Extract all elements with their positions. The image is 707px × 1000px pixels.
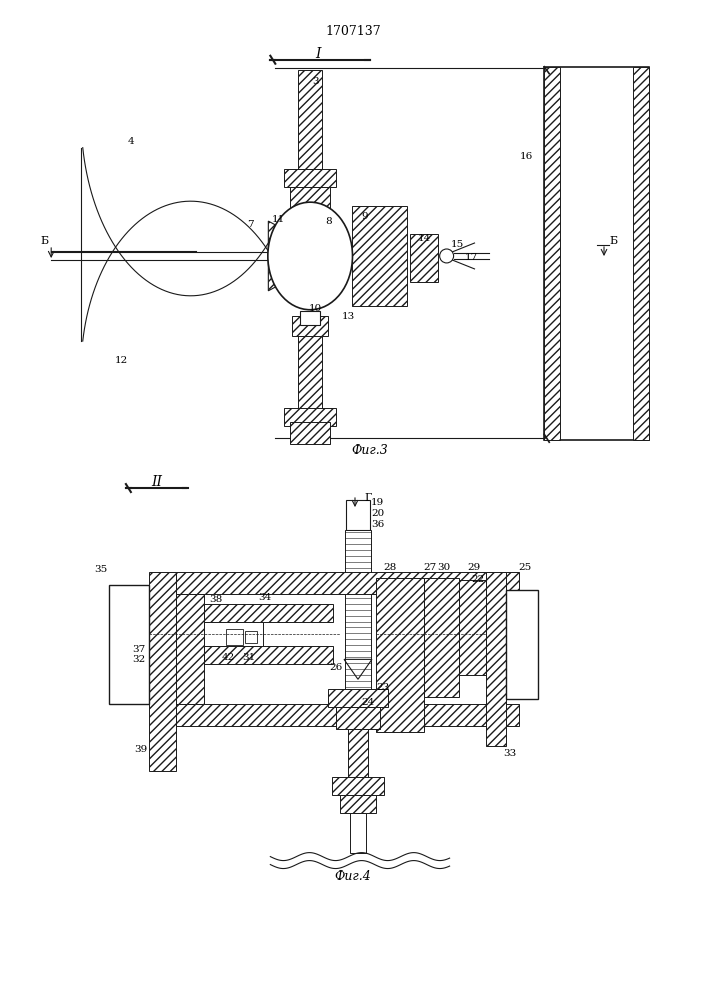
Bar — [544, 67, 560, 440]
Text: 16: 16 — [520, 152, 533, 161]
Text: 27: 27 — [423, 563, 436, 572]
Text: 34: 34 — [259, 593, 272, 602]
Text: Б: Б — [609, 236, 617, 246]
Bar — [459, 580, 486, 675]
Bar — [423, 578, 459, 697]
Text: 25: 25 — [519, 563, 532, 572]
Text: 15: 15 — [451, 240, 464, 249]
Bar — [109, 608, 148, 620]
Text: I: I — [315, 47, 321, 61]
Text: 20: 20 — [371, 509, 385, 518]
Text: 39: 39 — [134, 745, 148, 754]
Bar — [506, 633, 538, 645]
Bar — [348, 729, 368, 779]
Text: 32: 32 — [132, 655, 146, 664]
Bar — [336, 707, 380, 729]
Bar — [332, 777, 384, 795]
Text: 4: 4 — [127, 137, 134, 146]
Bar — [109, 590, 148, 602]
Text: 30: 30 — [437, 563, 450, 572]
Text: 28: 28 — [383, 563, 397, 572]
Bar — [506, 669, 538, 681]
Bar — [284, 169, 336, 187]
Text: Г: Г — [364, 493, 372, 503]
Text: 42: 42 — [222, 653, 235, 662]
Bar — [300, 311, 320, 325]
Text: 22: 22 — [471, 575, 484, 584]
Text: 23: 23 — [376, 683, 390, 692]
Text: 14: 14 — [418, 234, 431, 243]
Bar — [292, 316, 328, 336]
Bar — [506, 598, 538, 610]
Bar — [352, 206, 407, 306]
Text: 29: 29 — [467, 563, 480, 572]
Text: 36: 36 — [371, 520, 385, 529]
Bar — [109, 643, 148, 655]
Bar — [204, 604, 333, 622]
Text: 8: 8 — [325, 217, 332, 226]
Text: 31: 31 — [242, 653, 255, 662]
Text: II: II — [151, 475, 163, 489]
Bar — [292, 212, 328, 232]
Bar — [291, 187, 330, 212]
Bar — [226, 629, 243, 645]
Bar — [148, 572, 176, 771]
Text: 38: 38 — [209, 595, 222, 604]
Bar — [506, 590, 538, 699]
Ellipse shape — [268, 202, 353, 310]
Bar — [486, 572, 506, 746]
Text: 37: 37 — [132, 645, 146, 654]
Text: 10: 10 — [308, 304, 322, 313]
Bar — [346, 500, 370, 530]
Bar — [284, 408, 336, 426]
Text: 17: 17 — [465, 253, 478, 262]
Bar — [345, 530, 371, 704]
Bar — [291, 422, 330, 444]
Text: 13: 13 — [341, 312, 355, 321]
Text: 33: 33 — [503, 749, 516, 758]
Bar — [350, 813, 366, 853]
Bar — [298, 331, 322, 410]
Bar — [204, 646, 333, 664]
Bar — [176, 572, 520, 594]
Polygon shape — [269, 221, 292, 291]
Text: 3: 3 — [312, 77, 318, 86]
Text: Фиг.3: Фиг.3 — [351, 444, 388, 457]
Bar — [109, 661, 148, 673]
Bar — [376, 578, 423, 732]
Text: 11: 11 — [271, 215, 285, 224]
Bar — [245, 631, 257, 643]
Text: 7: 7 — [247, 220, 254, 229]
Text: 1707137: 1707137 — [325, 25, 381, 38]
Bar — [298, 70, 322, 169]
Bar — [328, 689, 388, 707]
Bar — [300, 227, 320, 243]
Bar — [109, 626, 148, 637]
Text: 35: 35 — [94, 565, 107, 574]
Text: Фиг.4: Фиг.4 — [334, 870, 371, 883]
Bar — [633, 67, 649, 440]
Text: 26: 26 — [329, 663, 343, 672]
Bar — [109, 585, 148, 704]
Text: 9: 9 — [362, 212, 368, 221]
Text: 19: 19 — [371, 498, 385, 507]
Circle shape — [440, 249, 454, 263]
Bar — [340, 795, 376, 813]
Bar — [544, 67, 649, 440]
Text: 12: 12 — [115, 356, 127, 365]
Text: Б: Б — [40, 236, 48, 246]
Bar — [109, 679, 148, 691]
Bar — [506, 651, 538, 663]
Bar — [176, 704, 520, 726]
Bar — [410, 234, 438, 282]
Text: 24: 24 — [361, 698, 375, 707]
Bar — [176, 594, 204, 704]
Bar — [506, 616, 538, 627]
Bar — [204, 622, 263, 646]
